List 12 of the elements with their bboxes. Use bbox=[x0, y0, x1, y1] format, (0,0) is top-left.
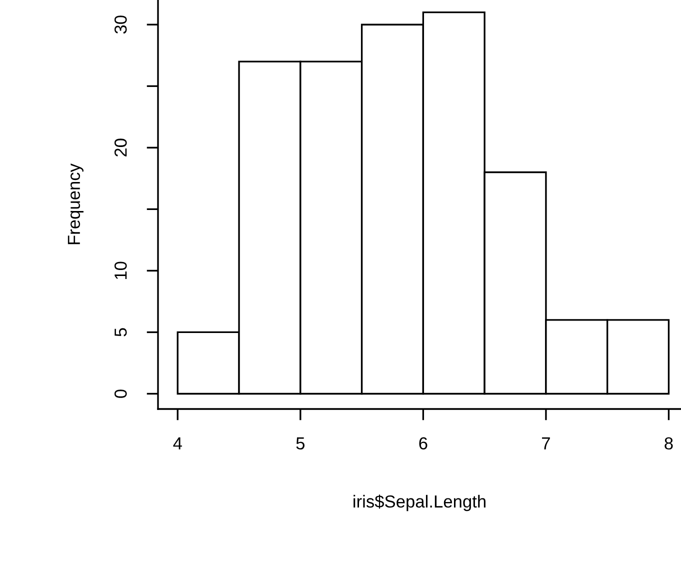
x-tick-label: 5 bbox=[296, 437, 305, 450]
y-axis-title: Frequency bbox=[68, 164, 84, 244]
x-axis-title: iris$Sepal.Length bbox=[354, 494, 486, 512]
x-tick-label: 4 bbox=[173, 437, 182, 450]
y-tick-label: 0 bbox=[114, 390, 127, 398]
y-tick-label: 30 bbox=[114, 16, 127, 34]
x-tick-label: 8 bbox=[664, 437, 673, 450]
y-tick-label: 20 bbox=[114, 138, 127, 156]
y-tick-label: 5 bbox=[114, 328, 127, 336]
x-tick-label: 7 bbox=[542, 437, 550, 450]
y-tick-label: 10 bbox=[114, 262, 127, 280]
x-tick-label: 6 bbox=[419, 437, 428, 450]
